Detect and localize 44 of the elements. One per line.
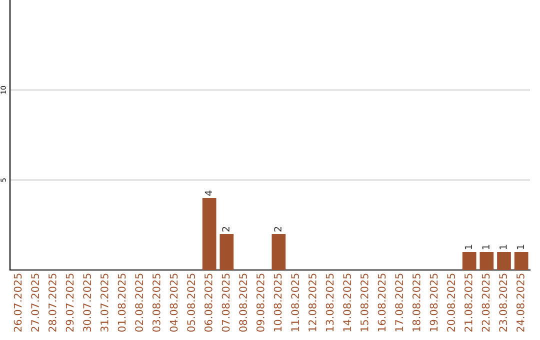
- x-tick-label: 17.08.2025: [395, 274, 404, 332]
- x-tick-label: 20.08.2025: [447, 274, 456, 332]
- x-tick-label: 12.08.2025: [308, 274, 316, 332]
- x-tick-label: 10.08.2025: [274, 274, 282, 332]
- x-tick-label: 03.08.2025: [152, 274, 160, 332]
- x-tick-label: 18.08.2025: [412, 274, 420, 332]
- x-tick-label: 19.08.2025: [430, 274, 438, 332]
- data-label: 1: [516, 244, 524, 250]
- data-label: 2: [274, 226, 282, 232]
- bar: [514, 252, 528, 270]
- bar: [220, 234, 234, 270]
- x-tick-label: 08.08.2025: [239, 274, 248, 332]
- bar: [202, 198, 216, 270]
- x-tick-label: 28.07.2025: [48, 274, 56, 332]
- x-tick-label: 02.08.2025: [135, 274, 144, 332]
- x-tick-label: 30.07.2025: [83, 274, 92, 332]
- x-tick-label: 09.08.2025: [256, 274, 264, 332]
- x-tick-label: 22.08.2025: [482, 274, 490, 332]
- bar: [462, 252, 476, 270]
- x-tick-label: 21.08.2025: [464, 274, 472, 332]
- bar: [480, 252, 494, 270]
- x-tick-label: 13.08.2025: [326, 274, 334, 332]
- bar: [272, 234, 286, 270]
- x-tick-label: 16.08.2025: [378, 274, 386, 332]
- data-label: 1: [500, 244, 507, 250]
- x-tick-label: 05.08.2025: [187, 274, 196, 332]
- x-tick-label: 07.08.2025: [222, 274, 230, 332]
- data-label: 1: [482, 244, 490, 250]
- x-tick-label: 14.08.2025: [343, 274, 352, 332]
- x-tick-label: 23.08.2025: [499, 274, 508, 332]
- x-tick-label: 11.08.2025: [291, 274, 300, 332]
- data-label: 2: [222, 226, 230, 232]
- data-label: 1: [464, 244, 472, 250]
- x-tick-label: 04.08.2025: [170, 274, 178, 332]
- x-tick-label: 01.08.2025: [118, 274, 126, 332]
- x-tick-label: 26.07.2025: [14, 274, 22, 332]
- data-label: 4: [204, 190, 212, 196]
- bar: [497, 252, 511, 270]
- x-tick-label: 24.08.2025: [516, 274, 524, 332]
- x-tick-label: 27.07.2025: [31, 274, 40, 332]
- x-tick-label: 15.08.2025: [360, 274, 368, 332]
- x-tick-label: 06.08.2025: [204, 274, 212, 332]
- x-tick-label: 29.07.2025: [66, 274, 74, 332]
- x-tick-label: 31.07.2025: [100, 274, 108, 332]
